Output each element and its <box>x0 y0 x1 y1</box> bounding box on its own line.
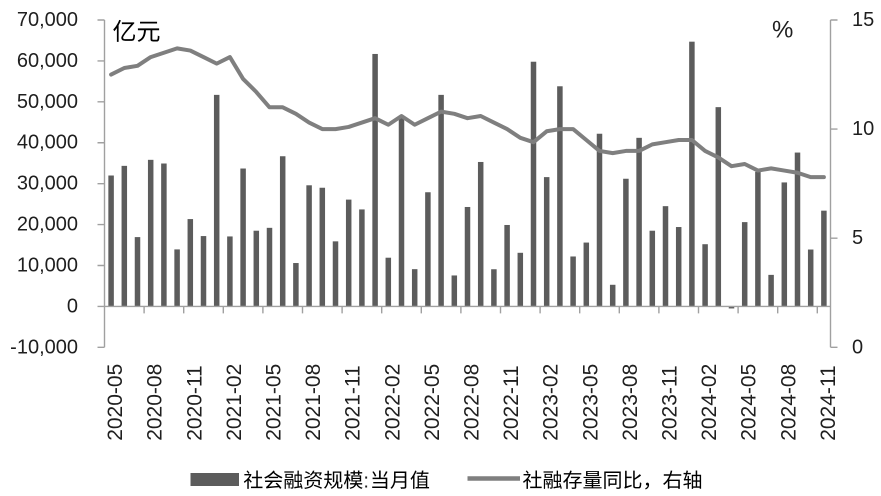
svg-text:2021-02: 2021-02 <box>223 364 246 441</box>
svg-text:50,000: 50,000 <box>17 91 78 113</box>
svg-text:2021-08: 2021-08 <box>302 364 325 441</box>
svg-text:2021-11: 2021-11 <box>342 365 365 441</box>
svg-text:5: 5 <box>852 227 863 249</box>
svg-text:0: 0 <box>67 295 78 317</box>
svg-text:2021-05: 2021-05 <box>263 364 286 441</box>
svg-text:2020-05: 2020-05 <box>104 364 127 441</box>
svg-text:2022-02: 2022-02 <box>381 364 404 441</box>
svg-text:2023-05: 2023-05 <box>579 364 602 441</box>
svg-text:2024-05: 2024-05 <box>738 364 761 441</box>
svg-text:20,000: 20,000 <box>17 214 78 236</box>
svg-text:15: 15 <box>852 9 874 31</box>
svg-text:70,000: 70,000 <box>17 9 78 31</box>
svg-text:2024-11: 2024-11 <box>817 365 840 441</box>
svg-text::: : <box>363 470 369 492</box>
svg-text:10: 10 <box>852 118 874 140</box>
svg-text:%: % <box>772 17 793 44</box>
svg-text:2020-11: 2020-11 <box>183 365 206 441</box>
svg-text:2022-08: 2022-08 <box>461 364 484 441</box>
svg-text:2022-11: 2022-11 <box>500 365 523 441</box>
svg-text:2024-08: 2024-08 <box>777 364 800 441</box>
svg-text:40,000: 40,000 <box>17 132 78 154</box>
svg-text:10,000: 10,000 <box>17 254 78 276</box>
svg-text:2024-02: 2024-02 <box>698 364 721 441</box>
svg-text:0: 0 <box>852 336 863 358</box>
svg-text:30,000: 30,000 <box>17 173 78 195</box>
svg-text:2023-08: 2023-08 <box>619 364 642 441</box>
svg-text:2023-11: 2023-11 <box>659 365 682 441</box>
svg-text:-10,000: -10,000 <box>10 336 78 358</box>
svg-text:60,000: 60,000 <box>17 50 78 72</box>
svg-text:2022-05: 2022-05 <box>421 364 444 441</box>
svg-text:2023-02: 2023-02 <box>540 364 563 441</box>
svg-text:2020-08: 2020-08 <box>144 364 167 441</box>
